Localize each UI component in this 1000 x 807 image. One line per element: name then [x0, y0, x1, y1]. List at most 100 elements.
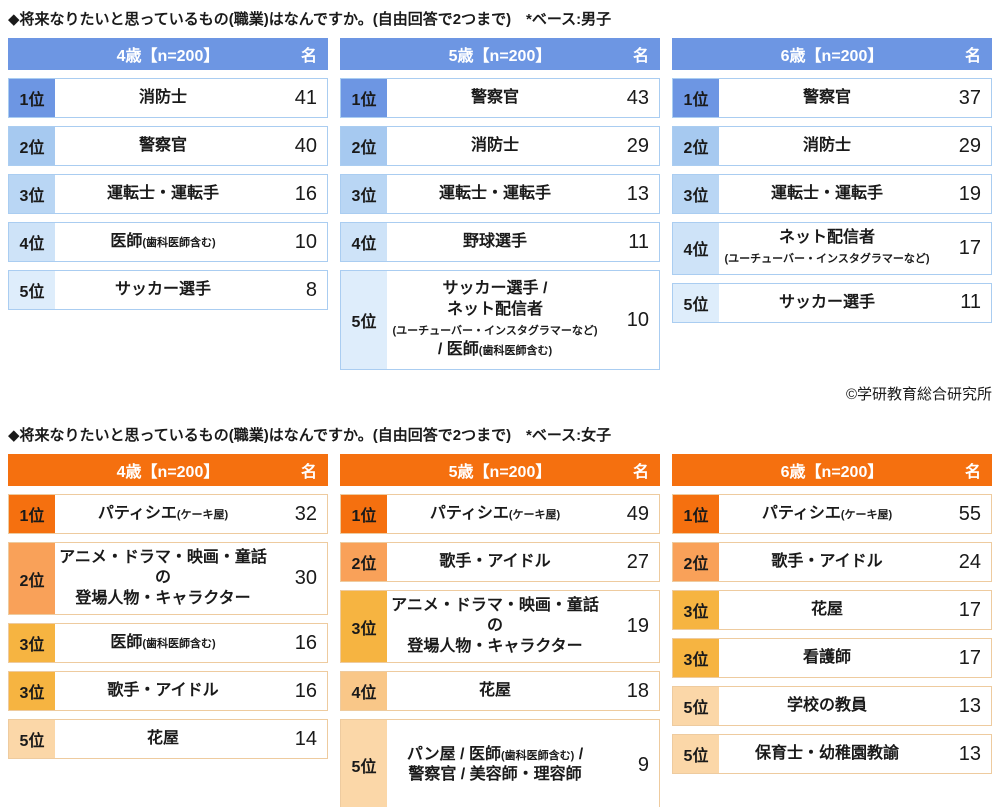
- section-title-girls: ◆将来なりたいと思っているもの(職業)はなんですか。(自由回答で2つまで) *ベ…: [8, 427, 612, 444]
- table-row: 4位 医師(歯科医師含む) 10: [8, 222, 328, 262]
- count-value: 37: [958, 86, 981, 109]
- job-name: 花屋: [719, 591, 935, 629]
- rank-cell: 1位: [673, 79, 719, 117]
- count-value: 13: [958, 742, 981, 765]
- count-value: 41: [294, 86, 317, 109]
- job-name-line: 花屋: [146, 730, 179, 748]
- table-row: 4位 花屋 18: [340, 671, 660, 712]
- job-name-line: 消防士: [802, 136, 851, 154]
- rank-cell: 5位: [673, 735, 719, 773]
- rank-cell: 4位: [9, 223, 55, 261]
- rank-cell: 4位: [341, 223, 387, 261]
- job-name: 歌手・アイドル: [55, 672, 271, 710]
- table-row: 1位 警察官 43: [340, 78, 660, 118]
- ranking-table-girls-age5: 5歳【n=200】 名 1位 パティシエ(ケーキ屋) 49 2位 歌手・アイドル 27 3位 アニ…: [340, 454, 660, 807]
- unit-label: 名: [300, 464, 317, 481]
- job-name: パティシエ(ケーキ屋): [55, 495, 271, 533]
- rank-cell: 1位: [9, 79, 55, 117]
- job-name: 花屋: [55, 720, 271, 758]
- job-name-line: アニメ・ドラマ・映画・童話の: [391, 597, 599, 635]
- job-name-line: 警察官: [802, 88, 851, 106]
- rank-cell: 3位: [9, 624, 55, 663]
- table-header: 5歳【n=200】 名: [340, 454, 660, 486]
- copyright-boys: ©学研教育総合研究所: [845, 386, 992, 403]
- job-name-line: パティシエ(ケーキ屋): [97, 504, 229, 522]
- table-row: 5位 サッカー選手 11: [672, 282, 992, 323]
- count-value: 11: [628, 230, 649, 253]
- job-name-line: 警察官 / 美容師・理容師: [408, 766, 582, 784]
- table-header-label: 4歳【n=200】: [116, 48, 220, 65]
- job-name-line: サッカー選手: [114, 280, 211, 298]
- count-value: 49: [626, 502, 649, 525]
- job-name-line: 消防士: [470, 136, 519, 154]
- count-value: 16: [294, 631, 317, 654]
- table-header-label: 4歳【n=200】: [116, 464, 220, 481]
- table-row: 5位 学校の教員 13: [672, 686, 992, 726]
- job-name: 花屋: [387, 672, 603, 710]
- count-value: 16: [294, 679, 317, 702]
- job-name-line: 運転士・運転手: [106, 184, 219, 202]
- job-name-line: 歌手・アイドル: [439, 552, 551, 570]
- job-name-line: 学校の教員: [786, 696, 867, 714]
- job-name-line: サッカー選手: [778, 293, 875, 311]
- rank-cell: 4位: [341, 672, 387, 711]
- count-value: 17: [958, 236, 981, 259]
- job-name: サッカー選手: [719, 284, 935, 322]
- rank-cell: 5位: [341, 271, 387, 369]
- count-value: 8: [305, 278, 317, 301]
- tables-row-girls: 4歳【n=200】名 1位 パティシエ(ケーキ屋) 32 2位 アニメ・ドラマ・映画・童話…: [8, 454, 992, 807]
- count-value: 13: [626, 182, 649, 205]
- job-name-line: 保育士・幼稚園教諭: [754, 744, 899, 762]
- job-name: 消防士: [55, 79, 271, 117]
- table-row: 4位 ネット配信者 (ユーチューバー・インスタグラマーなど) 17: [672, 222, 992, 275]
- job-name: 歌手・アイドル: [387, 543, 603, 581]
- count-value: 43: [626, 86, 649, 109]
- rank-cell: 3位: [9, 672, 55, 711]
- job-name: 歌手・アイドル: [719, 543, 935, 581]
- job-name-line: 野球選手: [462, 232, 527, 250]
- job-name: 消防士: [719, 127, 935, 165]
- unit-label: 名: [300, 48, 317, 65]
- count-value: 19: [958, 182, 981, 205]
- table-row: 1位 警察官 37: [672, 78, 992, 118]
- table-row: 5位 パン屋 / 医師(歯科医師含む) / 警察官 / 美容師・理容師 9: [340, 719, 660, 807]
- job-name: アニメ・ドラマ・映画・童話の 登場人物・キャラクター: [55, 543, 271, 614]
- job-name-line: 医師(歯科医師含む): [110, 634, 216, 652]
- table-header-label: 6歳【n=200】: [780, 464, 884, 481]
- count-value: 10: [294, 230, 317, 253]
- job-name-line: / 医師(歯科医師含む): [437, 341, 553, 359]
- count-value: 9: [637, 753, 649, 776]
- job-name-line: サッカー選手 /: [442, 280, 548, 298]
- rank-cell: 3位: [673, 639, 719, 677]
- rank-cell: 2位: [9, 543, 55, 615]
- job-name: サッカー選手 / ネット配信者 (ユーチューバー・インスタグラマーなど) / 医師(歯…: [387, 271, 603, 369]
- job-name-line: 歌手・アイドル: [771, 552, 883, 570]
- job-name: パティシエ(ケーキ屋): [387, 495, 603, 533]
- count-value: 40: [294, 134, 317, 157]
- job-name-line: パン屋 / 医師(歯科医師含む) /: [406, 745, 584, 763]
- rank-cell: 3位: [673, 175, 719, 213]
- table-header-label: 5歳【n=200】: [448, 48, 552, 65]
- job-name: 医師(歯科医師含む): [55, 624, 271, 662]
- section-boys: ◆将来なりたいと思っているもの(職業)はなんですか。(自由回答で2つまで) *ベ…: [8, 11, 992, 403]
- job-name: 看護師: [719, 639, 935, 677]
- table-header: 6歳【n=200】 名: [672, 38, 992, 70]
- table-row: 2位 消防士 29: [340, 126, 660, 166]
- job-name-line: 花屋: [478, 682, 511, 700]
- job-name-line: パティシエ(ケーキ屋): [429, 504, 561, 522]
- job-name-line: (ユーチューバー・インスタグラマーなど): [724, 253, 930, 266]
- job-name: ネット配信者 (ユーチューバー・インスタグラマーなど): [719, 223, 935, 274]
- job-name-line: ネット配信者: [778, 229, 875, 246]
- count-value: 18: [626, 679, 649, 702]
- table-header-label: 5歳【n=200】: [448, 464, 552, 481]
- unit-label: 名: [964, 464, 981, 481]
- job-name: アニメ・ドラマ・映画・童話の 登場人物・キャラクター: [387, 591, 603, 662]
- job-name: 運転士・運転手: [55, 175, 271, 213]
- job-name: パティシエ(ケーキ屋): [719, 495, 935, 533]
- count-value: 30: [294, 567, 317, 590]
- table-row: 5位 サッカー選手 8: [8, 270, 328, 310]
- ranking-table-girls-age6: 6歳【n=200】 名 1位 パティシエ(ケーキ屋) 55 2位 歌手・アイドル 24 3位 花屋…: [672, 454, 992, 774]
- table-header: 4歳【n=200】 名: [8, 454, 328, 486]
- rank-cell: 1位: [9, 495, 55, 533]
- count-value: 19: [626, 615, 649, 638]
